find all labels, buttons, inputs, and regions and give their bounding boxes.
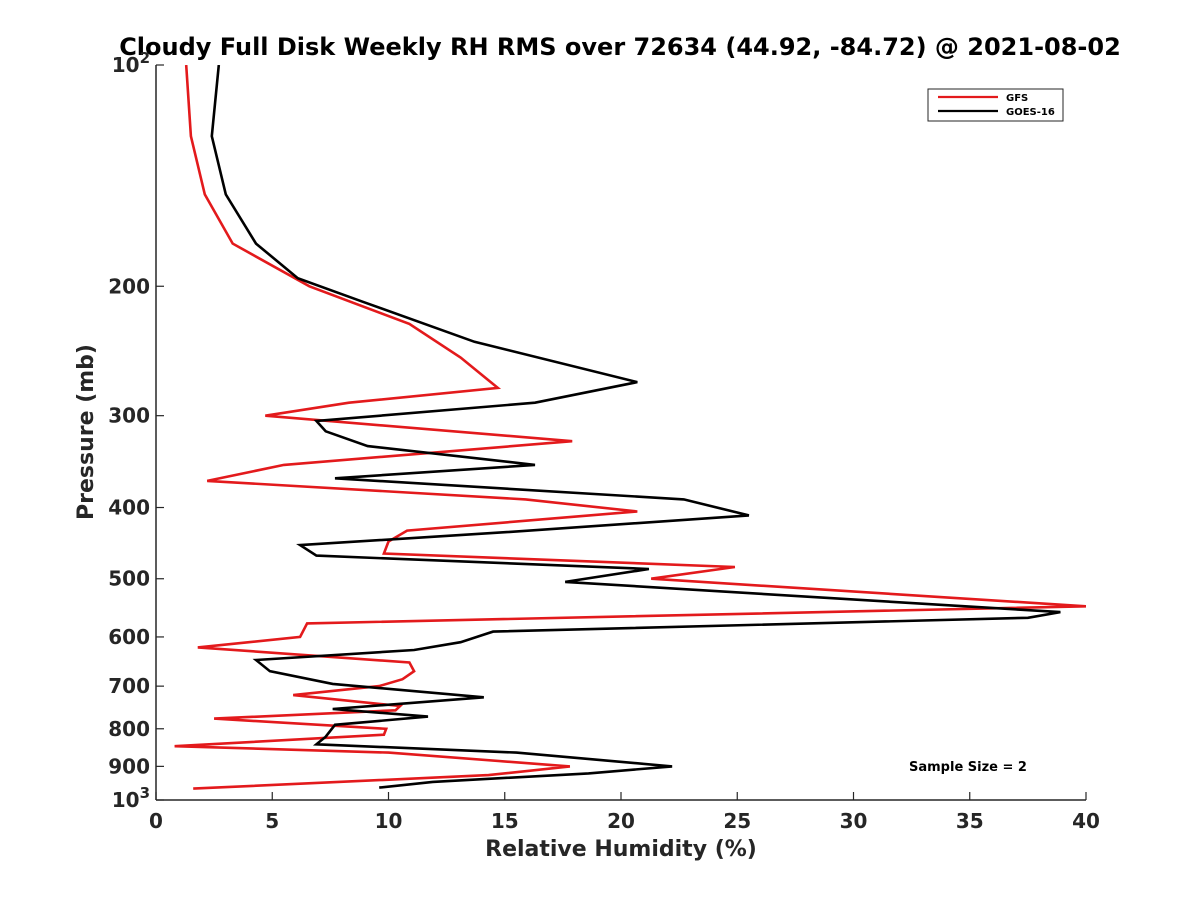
legend: GFS GOES-16: [927, 88, 1064, 122]
series-line-goes-16: [210, 65, 1061, 789]
y-tick-label: 600: [108, 625, 150, 649]
x-tick-label: 0: [149, 809, 163, 833]
x-tick-label: 30: [840, 809, 868, 833]
y-tick-label: 102: [112, 49, 150, 77]
y-tick-label: 103: [112, 784, 150, 812]
x-tick-label: 5: [265, 809, 279, 833]
y-tick-label: 400: [108, 496, 150, 520]
x-tick-label: 35: [956, 809, 984, 833]
x-tick-label: 10: [375, 809, 403, 833]
legend-box: [927, 88, 1064, 122]
y-tick-label: 300: [108, 404, 150, 428]
legend-label-goes-16: GOES-16: [1006, 107, 1055, 118]
x-tick-label: 40: [1072, 809, 1100, 833]
x-axis-ticks: 0 5 10 15 20 25 30 35 40: [149, 792, 1100, 833]
chart-title: Cloudy Full Disk Weekly RH RMS over 7263…: [119, 33, 1121, 61]
series-line-gfs: [174, 65, 1086, 790]
x-tick-label: 15: [491, 809, 519, 833]
y-tick-label: 500: [108, 567, 150, 591]
y-tick-label: 900: [108, 754, 150, 778]
sample-size-annotation: Sample Size = 2: [909, 760, 1027, 775]
plot-background: [156, 65, 1086, 800]
legend-label-gfs: GFS: [1006, 93, 1028, 104]
x-tick-label: 25: [723, 809, 751, 833]
plot-area: [156, 65, 1086, 800]
y-tick-label: 800: [108, 717, 150, 741]
series-layer: [174, 65, 1086, 790]
y-axis-ticks: 102 200 300 400 500 600 700 800 900 103: [108, 49, 164, 812]
x-axis-label: Relative Humidity (%): [485, 837, 757, 862]
y-tick-label: 200: [108, 274, 150, 298]
y-axis-label: Pressure (mb): [74, 344, 99, 520]
y-tick-label: 700: [108, 674, 150, 698]
x-tick-label: 20: [607, 809, 635, 833]
